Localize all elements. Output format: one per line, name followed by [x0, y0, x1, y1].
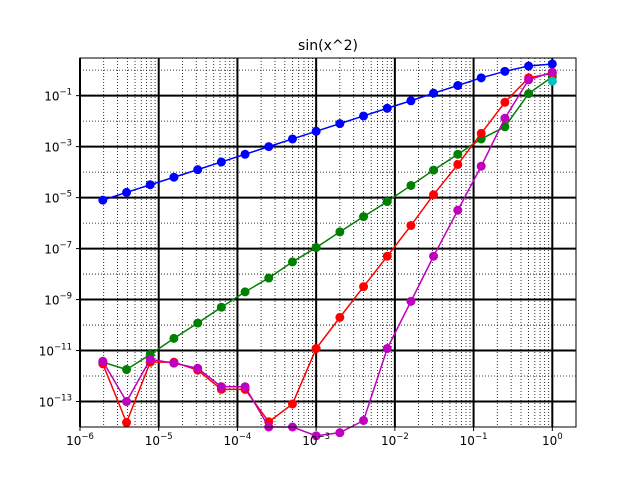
- series-3-point: [453, 205, 463, 215]
- series-1-point: [406, 180, 416, 190]
- series-1-point: [287, 257, 297, 267]
- series-0-point: [193, 165, 203, 175]
- series-3-point: [311, 431, 321, 441]
- y-tick-label: 10−9: [44, 292, 72, 308]
- series-2-point: [359, 282, 369, 292]
- series-1-point: [429, 165, 439, 175]
- series-0-point: [500, 66, 510, 76]
- series-3-point: [98, 356, 108, 366]
- series-3-point: [145, 354, 155, 364]
- series-0-point: [240, 149, 250, 159]
- series-0-point: [122, 187, 132, 197]
- y-tick-label: 10−3: [44, 139, 72, 155]
- series-1-point: [382, 197, 392, 207]
- chart-title: sin(x^2): [298, 38, 358, 54]
- series-2-point: [122, 418, 132, 428]
- y-tick-label: 10−11: [39, 343, 72, 359]
- series-3-point: [216, 382, 226, 392]
- series-1-point: [240, 287, 250, 297]
- series-2-point: [311, 344, 321, 354]
- series-0-point: [98, 195, 108, 205]
- x-tick-label: 10−5: [145, 432, 173, 448]
- x-tick-label: 100: [542, 432, 563, 448]
- series-3-point: [500, 113, 510, 123]
- series-4-point: [547, 76, 557, 86]
- series-line-3: [102, 71, 553, 437]
- series-3-point: [476, 161, 486, 171]
- series-1-point: [335, 227, 345, 237]
- series-2-point: [382, 251, 392, 261]
- series-0-point: [145, 180, 155, 190]
- series-3-point: [359, 415, 369, 425]
- series-2-point: [335, 312, 345, 322]
- series-3-point: [193, 363, 203, 373]
- y-tick-label: 10−5: [44, 190, 72, 206]
- y-tick-label: 10−13: [39, 394, 72, 410]
- x-tick-label: 10−3: [302, 432, 330, 448]
- x-tick-label: 10−1: [460, 432, 488, 448]
- series-0-point: [335, 119, 345, 129]
- series-3-point: [169, 358, 179, 368]
- series-2-point: [500, 97, 510, 107]
- series-1-point: [122, 365, 132, 375]
- series-2-point: [429, 190, 439, 200]
- series-2-point: [476, 128, 486, 138]
- series-line-1: [102, 76, 553, 371]
- x-tick-label: 10−4: [224, 432, 252, 448]
- series-0-point: [359, 111, 369, 121]
- series-0-point: [524, 61, 534, 71]
- series-1-point: [193, 318, 203, 328]
- minor-grid: [80, 58, 576, 427]
- series-3-point: [382, 344, 392, 354]
- series-0-point: [287, 134, 297, 144]
- y-tick-label: 10−1: [44, 88, 72, 104]
- series-3-point: [429, 251, 439, 261]
- series-3-point: [406, 296, 416, 306]
- series-1-point: [216, 302, 226, 312]
- series-2-point: [453, 159, 463, 169]
- series-1-point: [524, 89, 534, 99]
- series-0-point: [453, 81, 463, 91]
- series-3-point: [335, 428, 345, 438]
- series-0-point: [216, 157, 226, 167]
- series-0-point: [406, 96, 416, 106]
- x-tick-label: 10−6: [66, 432, 94, 448]
- series-0-point: [547, 59, 557, 69]
- x-tick-label: 10−2: [381, 432, 409, 448]
- series-0-point: [476, 73, 486, 83]
- series-1-point: [264, 273, 274, 283]
- series-0-point: [311, 126, 321, 136]
- series-3-point: [240, 382, 250, 392]
- major-grid: [79, 58, 576, 427]
- ticks-layer: 10−6 10−5 10−4 10−3 10−2 10−1 100 10−13 10−11 10−…: [39, 88, 563, 448]
- series-1-point: [169, 333, 179, 343]
- series-0-point: [382, 103, 392, 113]
- series-0-point: [264, 142, 274, 152]
- series-0-point: [169, 172, 179, 182]
- series-2-point: [406, 221, 416, 231]
- y-tick-label: 10−7: [44, 241, 72, 257]
- series-1-point: [311, 243, 321, 253]
- series-1-point: [359, 212, 369, 222]
- plot-frame: [79, 57, 577, 428]
- series-2-point: [287, 399, 297, 409]
- series-3-point: [122, 397, 132, 407]
- series-3-point: [524, 75, 534, 85]
- series-1-point: [453, 149, 463, 159]
- series-0-point: [429, 88, 439, 98]
- series-3-point: [547, 67, 557, 77]
- series-layer: [98, 59, 557, 441]
- series-1-point: [500, 122, 510, 132]
